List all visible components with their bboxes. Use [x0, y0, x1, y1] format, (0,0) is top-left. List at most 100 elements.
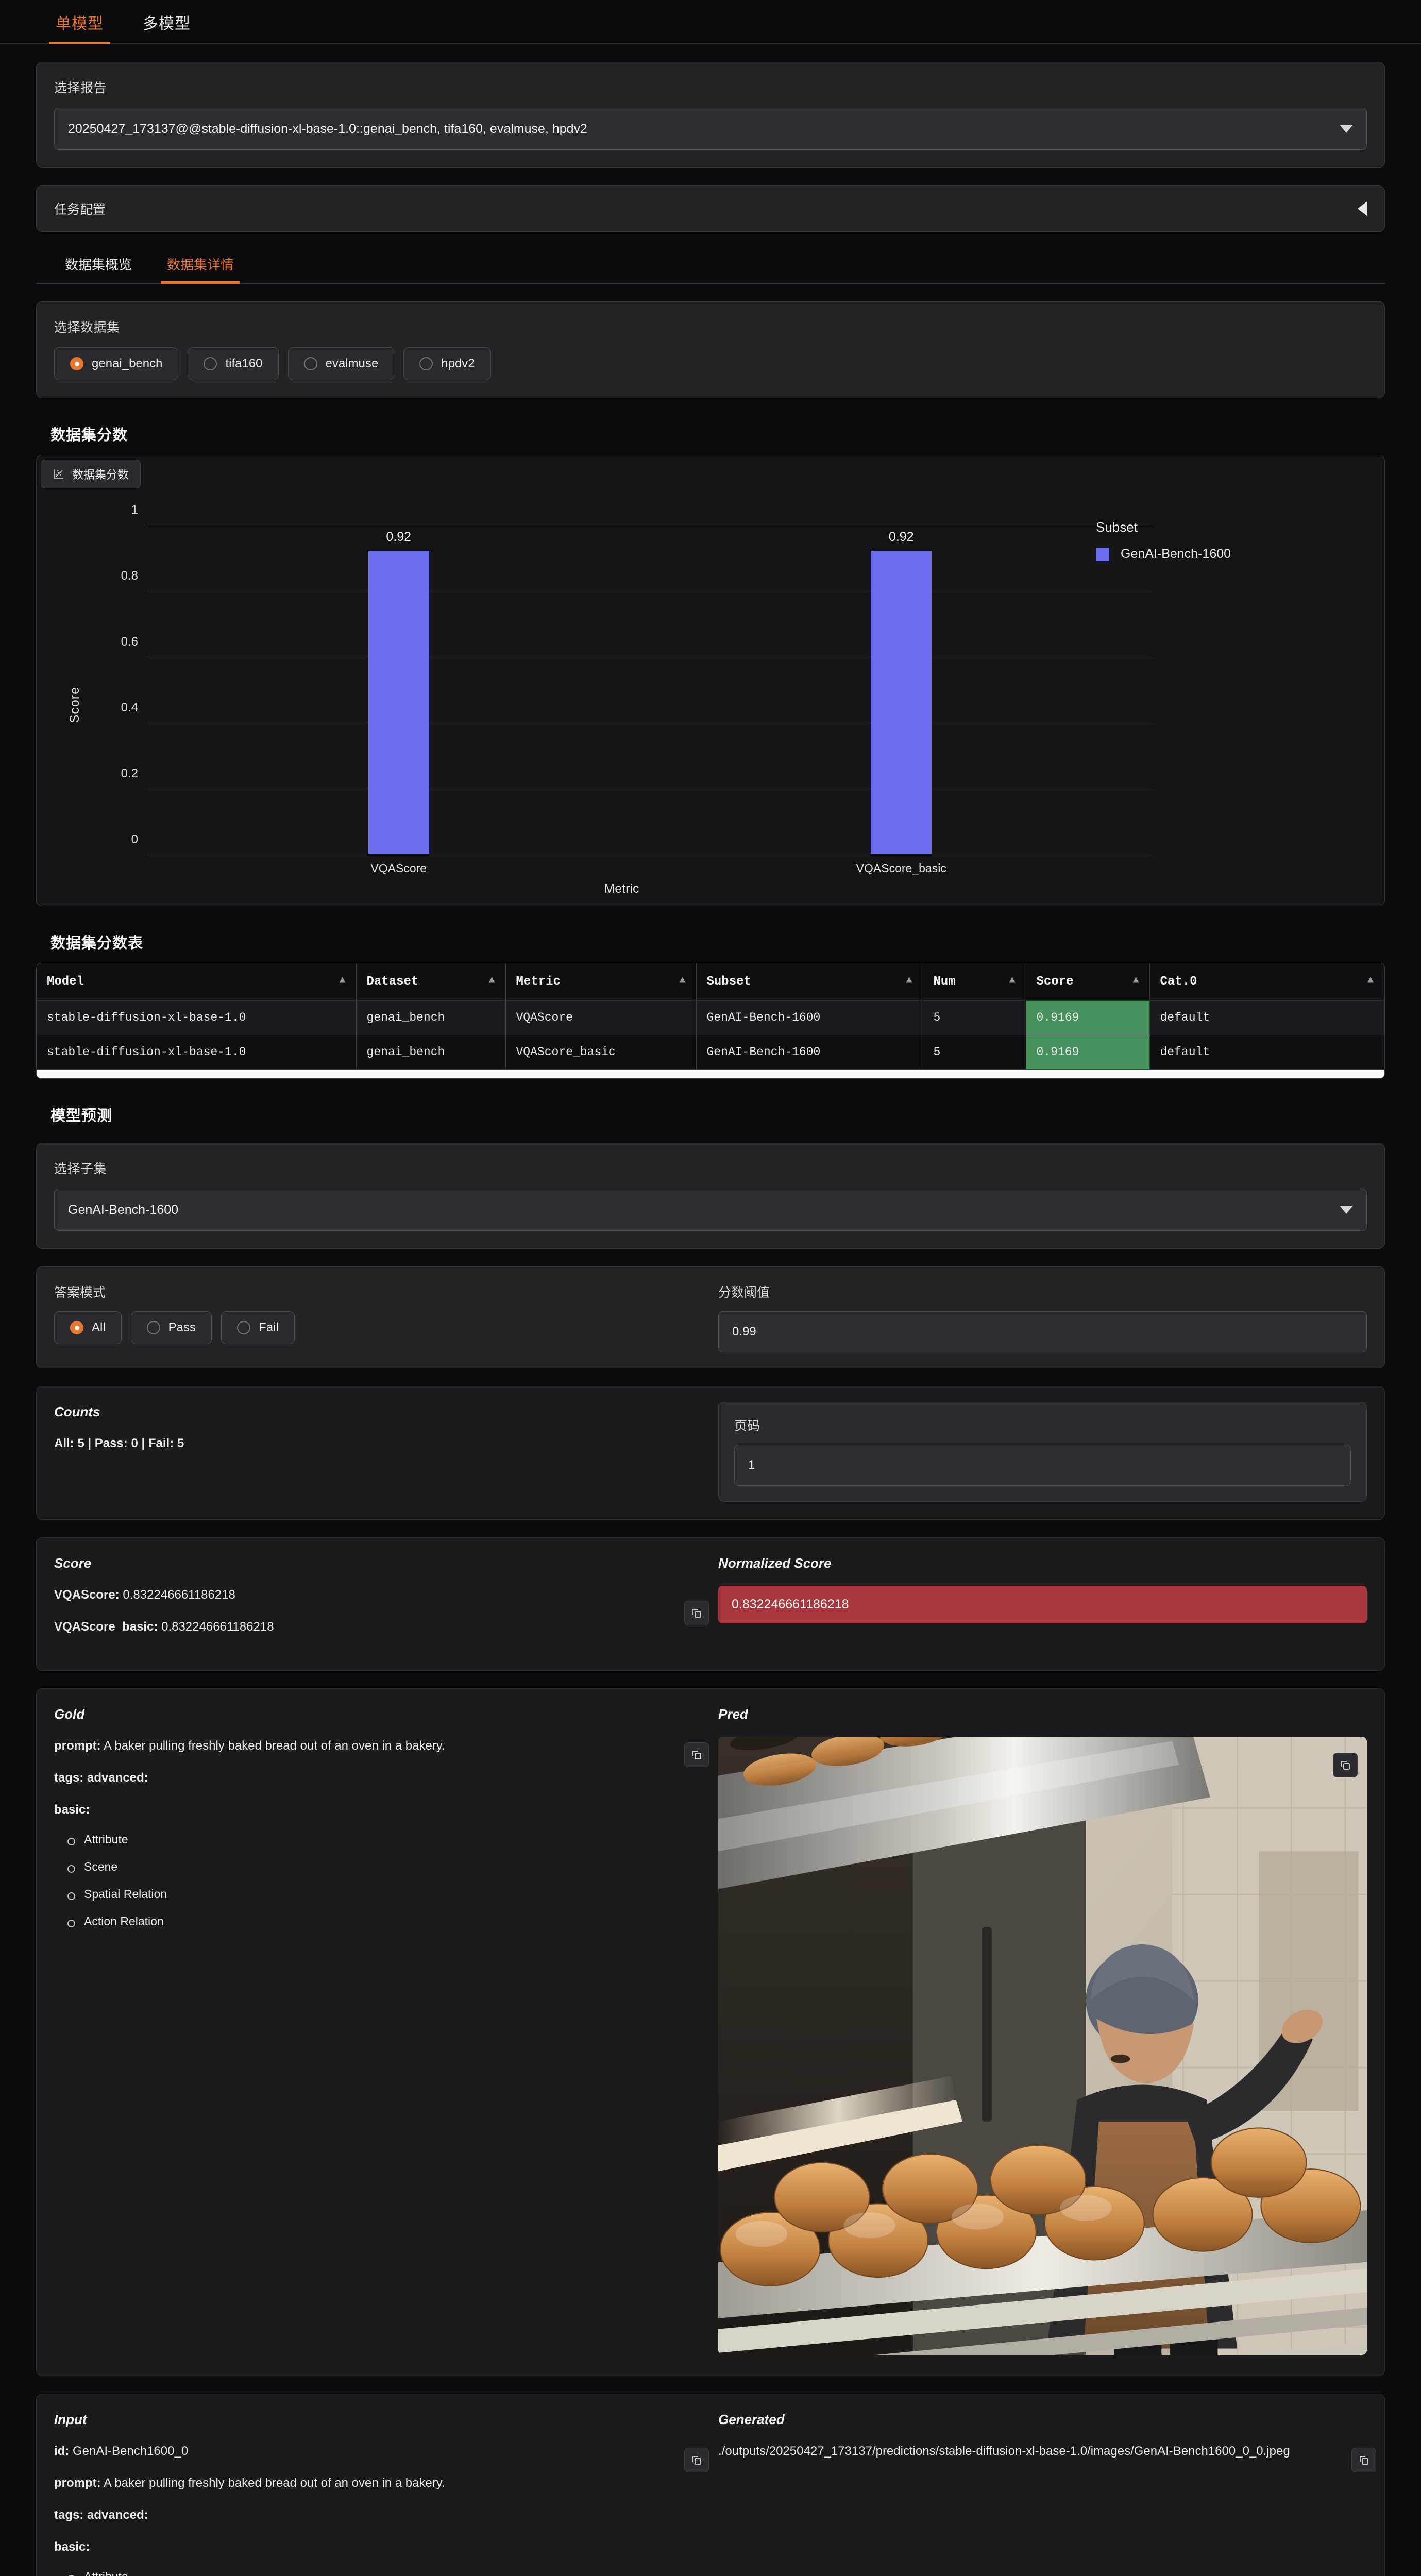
- sort-ascending-icon: ▲: [1132, 975, 1139, 987]
- chart-y-tick-label: 0: [131, 833, 138, 846]
- th-num[interactable]: Num ▲: [923, 963, 1026, 1001]
- th-subset[interactable]: Subset ▲: [696, 963, 923, 1001]
- table-header-row: Model ▲ Dataset ▲ Metric ▲ Subset ▲ Num ▲ Sco…: [37, 963, 1384, 1001]
- page-body: 选择报告 20250427_173137@@stable-diffusion-x…: [0, 62, 1421, 2576]
- gold-title: Gold: [54, 1706, 85, 1722]
- dataset-select-panel: 选择数据集 genai_bench tifa160 evalmuse hpdv2: [36, 301, 1385, 398]
- input-title: Input: [54, 2412, 87, 2427]
- score-line-vqascore-basic: VQAScore_basic: 0.832246661186218: [54, 1618, 703, 1636]
- scatter-plot-icon: [54, 469, 63, 479]
- chart-y-tick-label: 0.8: [121, 569, 138, 583]
- radio-fail[interactable]: Fail: [221, 1311, 295, 1344]
- gold-col: Gold prompt: A baker pulling freshly bak…: [37, 1689, 718, 2376]
- answer-mode-label: 答案模式: [54, 1285, 106, 1300]
- answer-mode-col: 答案模式 All Pass Fail: [54, 1282, 718, 1352]
- input-prompt-value: A baker pulling freshly baked bread out …: [104, 2476, 445, 2490]
- score-group: Score VQAScore: 0.832246661186218 VQASco…: [36, 1537, 1385, 1671]
- page-subpanel: 页码 1: [718, 1402, 1367, 1502]
- th-cat0[interactable]: Cat.0 ▲: [1149, 963, 1384, 1001]
- cell-dataset: genai_bench: [356, 1000, 506, 1035]
- page-input[interactable]: 1: [734, 1445, 1351, 1486]
- normalized-score-badge: 0.832246661186218: [718, 1586, 1367, 1623]
- copy-score-button[interactable]: [684, 1601, 709, 1625]
- sort-ascending-icon: ▲: [339, 975, 346, 987]
- chart-y-axis-title: Score: [67, 686, 82, 723]
- chart-x-tick-label: VQAScore_basic: [856, 861, 946, 875]
- table-row[interactable]: stable-diffusion-xl-base-1.0 genai_bench…: [37, 1035, 1384, 1069]
- legend-item[interactable]: GenAI-Bench-1600: [1096, 547, 1312, 562]
- report-label: 选择报告: [54, 81, 107, 95]
- counts-page-group: Counts All: 5 | Pass: 0 | Fail: 5 页码 1: [36, 1386, 1385, 1520]
- task-config-accordion[interactable]: 任务配置: [36, 185, 1385, 232]
- th-dataset[interactable]: Dataset ▲: [356, 963, 506, 1001]
- radio-pass[interactable]: Pass: [130, 1311, 212, 1344]
- dataset-tab-bar: 数据集概览 数据集详情: [36, 255, 1385, 284]
- chart-bar-value-label: 0.92: [888, 530, 914, 545]
- radio-evalmuse-label: evalmuse: [325, 357, 379, 370]
- radio-tifa160[interactable]: tifa160: [188, 347, 279, 380]
- pred-image-frame: [718, 1737, 1367, 2355]
- copy-input-button[interactable]: [684, 2448, 709, 2472]
- th-cat0-label: Cat.0: [1160, 975, 1197, 989]
- copy-icon: [1341, 1761, 1350, 1770]
- input-tags-line: tags: advanced:: [54, 2508, 148, 2522]
- radio-dot-icon: [146, 1321, 160, 1334]
- chart-section-title: 数据集分数: [50, 427, 128, 444]
- chart-x-axis-title: Metric: [604, 882, 639, 896]
- report-dropdown-value: 20250427_173137@@stable-diffusion-xl-bas…: [68, 121, 587, 136]
- radio-dot-icon: [70, 1321, 83, 1334]
- radio-dot-icon: [204, 357, 217, 370]
- tab-single-model[interactable]: 单模型: [36, 16, 123, 44]
- threshold-input[interactable]: 0.99: [718, 1311, 1367, 1352]
- radio-genai-bench-label: genai_bench: [92, 357, 163, 370]
- table-row[interactable]: stable-diffusion-xl-base-1.0 genai_bench…: [37, 1000, 1384, 1035]
- generated-col: Generated ./outputs/20250427_173137/pred…: [718, 2394, 1384, 2576]
- chart-bar[interactable]: 0.92 VQAScore_basic: [856, 530, 946, 875]
- radio-all[interactable]: All: [54, 1311, 122, 1344]
- th-subset-label: Subset: [706, 975, 751, 989]
- tab-dataset-overview[interactable]: 数据集概览: [47, 255, 149, 283]
- plot-chip[interactable]: 数据集分数: [41, 460, 141, 488]
- chart-legend: Subset GenAI-Bench-1600: [1096, 519, 1312, 562]
- sort-ascending-icon: ▲: [679, 975, 686, 987]
- radio-fail-label: Fail: [259, 1320, 279, 1334]
- gold-prompt-value: A baker pulling freshly baked bread out …: [104, 1739, 445, 1753]
- copy-icon: [692, 1609, 701, 1618]
- generated-path: ./outputs/20250427_173137/predictions/st…: [718, 2444, 1290, 2458]
- radio-evalmuse[interactable]: evalmuse: [287, 347, 395, 380]
- list-item: Spatial Relation: [63, 1887, 703, 1901]
- gold-pred-group: Gold prompt: A baker pulling freshly bak…: [36, 1688, 1385, 2376]
- cell-cat0: default: [1149, 1000, 1384, 1035]
- report-dropdown[interactable]: 20250427_173137@@stable-diffusion-xl-bas…: [54, 108, 1367, 150]
- dataset-radio-group: genai_bench tifa160 evalmuse hpdv2: [54, 347, 1367, 380]
- tab-multi-model[interactable]: 多模型: [123, 16, 210, 43]
- chart-bar[interactable]: 0.92 VQAScore: [368, 530, 429, 875]
- th-score[interactable]: Score ▲: [1026, 963, 1150, 1001]
- answer-mode-radio-group: All Pass Fail: [54, 1311, 703, 1344]
- gold-basic-line: basic:: [54, 1803, 90, 1817]
- normalized-score-title: Normalized Score: [718, 1555, 832, 1571]
- cell-score: 0.9169: [1026, 1035, 1150, 1069]
- table-horizontal-scrollbar[interactable]: [37, 1069, 1384, 1078]
- radio-tifa160-label: tifa160: [225, 357, 263, 370]
- tab-dataset-detail[interactable]: 数据集详情: [149, 255, 251, 284]
- cell-dataset: genai_bench: [356, 1035, 506, 1069]
- copy-pred-button[interactable]: [1333, 1753, 1358, 1777]
- cell-score: 0.9169: [1026, 1000, 1150, 1035]
- radio-genai-bench[interactable]: genai_bench: [54, 347, 179, 380]
- subset-dropdown[interactable]: GenAI-Bench-1600: [54, 1189, 1367, 1231]
- input-basic-line: basic:: [54, 2540, 90, 2554]
- input-generated-group: Input id: GenAI-Bench1600_0 prompt: A ba…: [36, 2394, 1385, 2576]
- chevron-down-icon: [1340, 125, 1353, 133]
- cell-model: stable-diffusion-xl-base-1.0: [37, 1035, 357, 1069]
- radio-dot-icon: [70, 357, 83, 370]
- sort-ascending-icon: ▲: [488, 975, 495, 987]
- copy-gold-button[interactable]: [684, 1742, 709, 1767]
- th-metric[interactable]: Metric ▲: [505, 963, 697, 1001]
- radio-hpdv2[interactable]: hpdv2: [403, 347, 491, 380]
- th-model[interactable]: Model ▲: [37, 963, 357, 1001]
- answer-mode-panel: 答案模式 All Pass Fail: [36, 1266, 1385, 1368]
- list-item: Scene: [63, 1860, 703, 1874]
- list-item: Action Relation: [63, 1914, 703, 1928]
- copy-generated-button[interactable]: [1351, 2448, 1376, 2472]
